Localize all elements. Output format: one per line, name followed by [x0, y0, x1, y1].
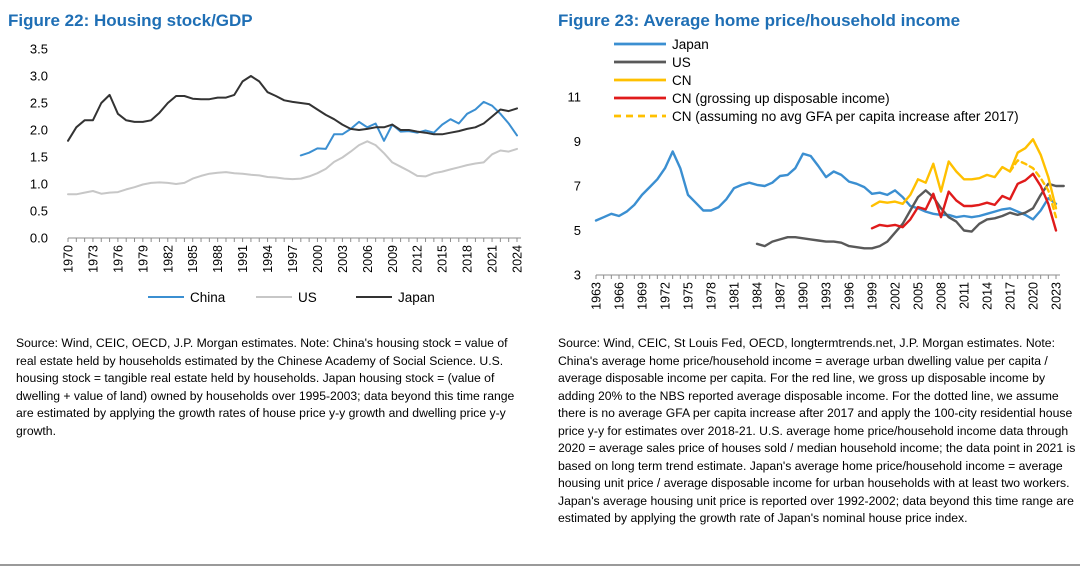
legend-item: US [614, 55, 691, 70]
x-tick-label: 2002 [889, 282, 903, 310]
x-tick-label: 1994 [261, 245, 275, 273]
series-line-japan [67, 75, 518, 142]
x-tick-label: 1988 [211, 245, 225, 273]
legend-label: CN (assuming no avg GFA per capita incre… [672, 109, 1019, 124]
x-tick-label: 2005 [912, 282, 926, 310]
x-tick-label: 2023 [1050, 282, 1064, 310]
legend-label: CN [672, 73, 692, 88]
legend-item: CN [614, 73, 692, 88]
x-tick-label: 2009 [386, 245, 400, 273]
x-tick-label: 2006 [361, 245, 375, 273]
x-tick-label: 2021 [486, 245, 500, 273]
x-tick-label: 1979 [136, 245, 150, 273]
x-tick-label: 1990 [797, 282, 811, 310]
x-tick-label: 1970 [62, 245, 76, 273]
x-tick-label: 1987 [774, 282, 788, 310]
legend-item-japan: Japan [356, 290, 435, 305]
x-tick-label: 1991 [236, 245, 250, 273]
legend-label: Japan [398, 290, 435, 305]
x-tick-label: 2024 [511, 245, 525, 273]
series-line-cn-grossing-up-disposable-income [870, 172, 1058, 232]
x-tick-label: 1981 [728, 282, 742, 310]
series-line-cn [870, 138, 1058, 210]
series-line-cn-assuming-no-avg-gfa-per-capita-increase-after-2017 [1008, 159, 1058, 219]
y-tick-label: 0.5 [30, 204, 48, 219]
x-tick-label: 1972 [659, 282, 673, 310]
y-tick-label: 1.0 [30, 177, 48, 192]
legend-item-us: US [256, 290, 317, 305]
figure-22-title: Figure 22: Housing stock/GDP [8, 11, 253, 30]
series-line-us [755, 182, 1065, 250]
x-tick-label: 1963 [590, 282, 604, 310]
x-tick-label: 2000 [311, 245, 325, 273]
y-tick-label: 3 [574, 268, 581, 283]
figure-22-source: Source: Wind, CEIC, OECD, J.P. Morgan es… [16, 336, 515, 438]
legend-label: US [298, 290, 317, 305]
x-tick-label: 1982 [161, 245, 175, 273]
y-tick-label: 11 [568, 90, 582, 105]
x-tick-label: 1978 [705, 282, 719, 310]
x-tick-label: 1969 [636, 282, 650, 310]
figure-23-source: Source: Wind, CEIC, St Louis Fed, OECD, … [558, 336, 1076, 525]
series-line-japan [594, 150, 1058, 222]
legend-label: US [672, 55, 691, 70]
figure-23-title: Figure 23: Average home price/household … [558, 11, 961, 30]
legend-item-china: China [148, 290, 226, 305]
y-tick-label: 0.0 [30, 231, 48, 246]
x-tick-label: 1984 [751, 282, 765, 310]
legend-label: CN (grossing up disposable income) [672, 91, 890, 106]
series-line-us [67, 140, 518, 196]
home-price-income-chart: 3 5 7 9 11 1963 1966 1969 1972 1975 1978 1981 1984 19… [568, 37, 1065, 310]
x-tick-label: 2018 [461, 245, 475, 273]
y-tick-label: 9 [574, 134, 581, 149]
x-tick-label: 1976 [111, 245, 125, 273]
x-tick-label: 1985 [186, 245, 200, 273]
legend-item: CN (grossing up disposable income) [614, 91, 890, 106]
housing-stock-chart: 0.0 0.5 1.0 1.5 2.0 2.5 3.0 3.5 1970 1973 1976 1979… [30, 42, 525, 306]
x-tick-label: 2003 [336, 245, 350, 273]
y-tick-label: 1.5 [30, 150, 48, 165]
legend-label: China [190, 290, 226, 305]
x-tick-label: 1973 [86, 245, 100, 273]
y-tick-label: 5 [574, 223, 581, 238]
y-tick-label: 3.0 [30, 69, 48, 84]
legend-label: Japan [672, 37, 709, 52]
x-tick-label: 2008 [935, 282, 949, 310]
legend-item: Japan [614, 37, 709, 52]
x-tick-label: 1997 [286, 245, 300, 273]
x-tick-label: 2014 [981, 282, 995, 310]
x-tick-label: 1993 [820, 282, 834, 310]
y-tick-label: 2.0 [30, 123, 48, 138]
x-tick-label: 1966 [613, 282, 627, 310]
x-tick-label: 2015 [436, 245, 450, 273]
y-tick-label: 3.5 [30, 42, 48, 57]
x-tick-label: 2012 [411, 245, 425, 273]
series-line-china [299, 100, 518, 157]
legend-item: CN (assuming no avg GFA per capita incre… [614, 109, 1019, 124]
x-tick-label: 2017 [1004, 282, 1018, 310]
x-tick-label: 1999 [866, 282, 880, 310]
y-tick-label: 2.5 [30, 96, 48, 111]
x-tick-label: 2020 [1027, 282, 1041, 310]
x-tick-label: 1996 [843, 282, 857, 310]
bottom-divider [0, 564, 1080, 566]
x-tick-label: 1975 [682, 282, 696, 310]
y-tick-label: 7 [574, 179, 581, 194]
x-tick-label: 2011 [958, 282, 972, 309]
